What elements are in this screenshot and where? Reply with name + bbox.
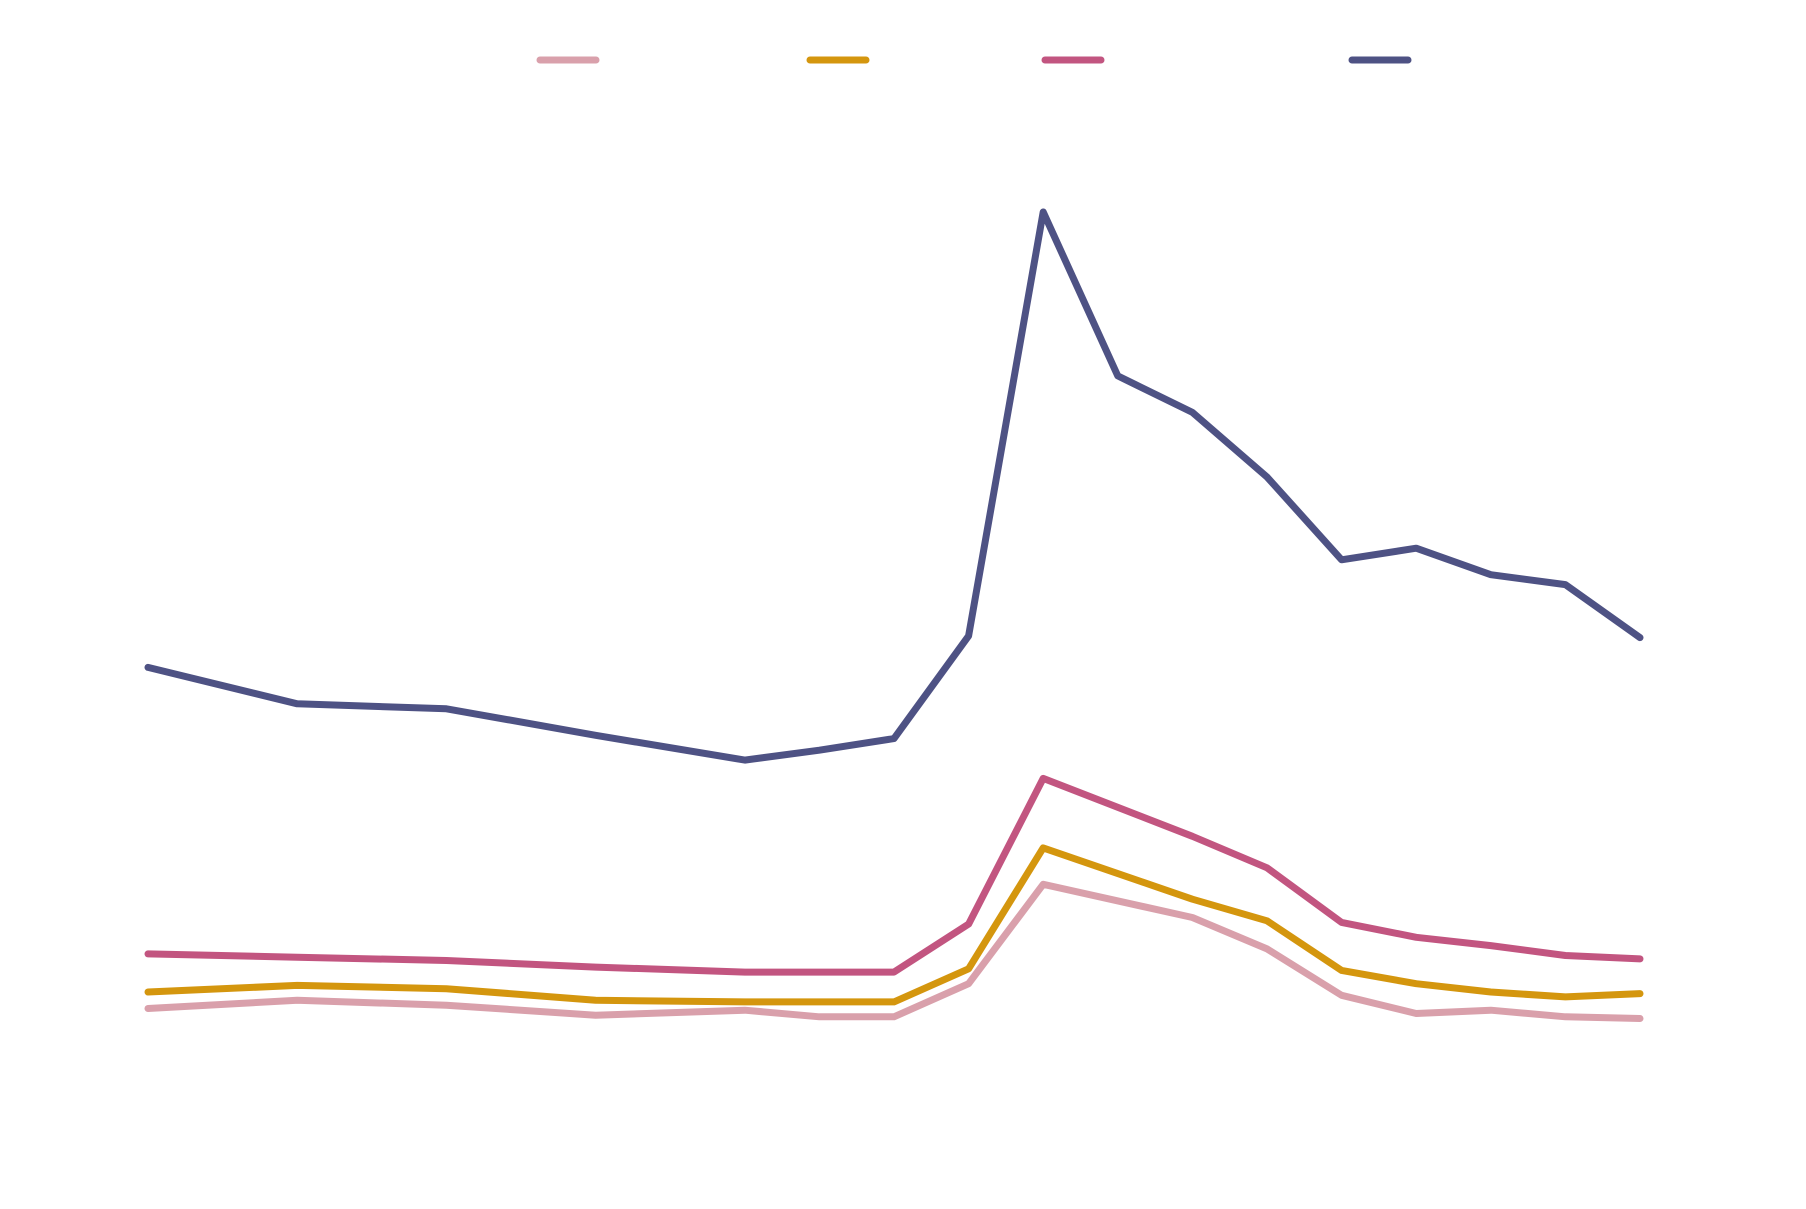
- series-line-2: [144, 844, 1644, 1006]
- series-line-1: [144, 880, 1644, 1022]
- series-line-3: [144, 774, 1644, 976]
- series-line-4: [144, 208, 1644, 764]
- plot-area: [144, 208, 1644, 1022]
